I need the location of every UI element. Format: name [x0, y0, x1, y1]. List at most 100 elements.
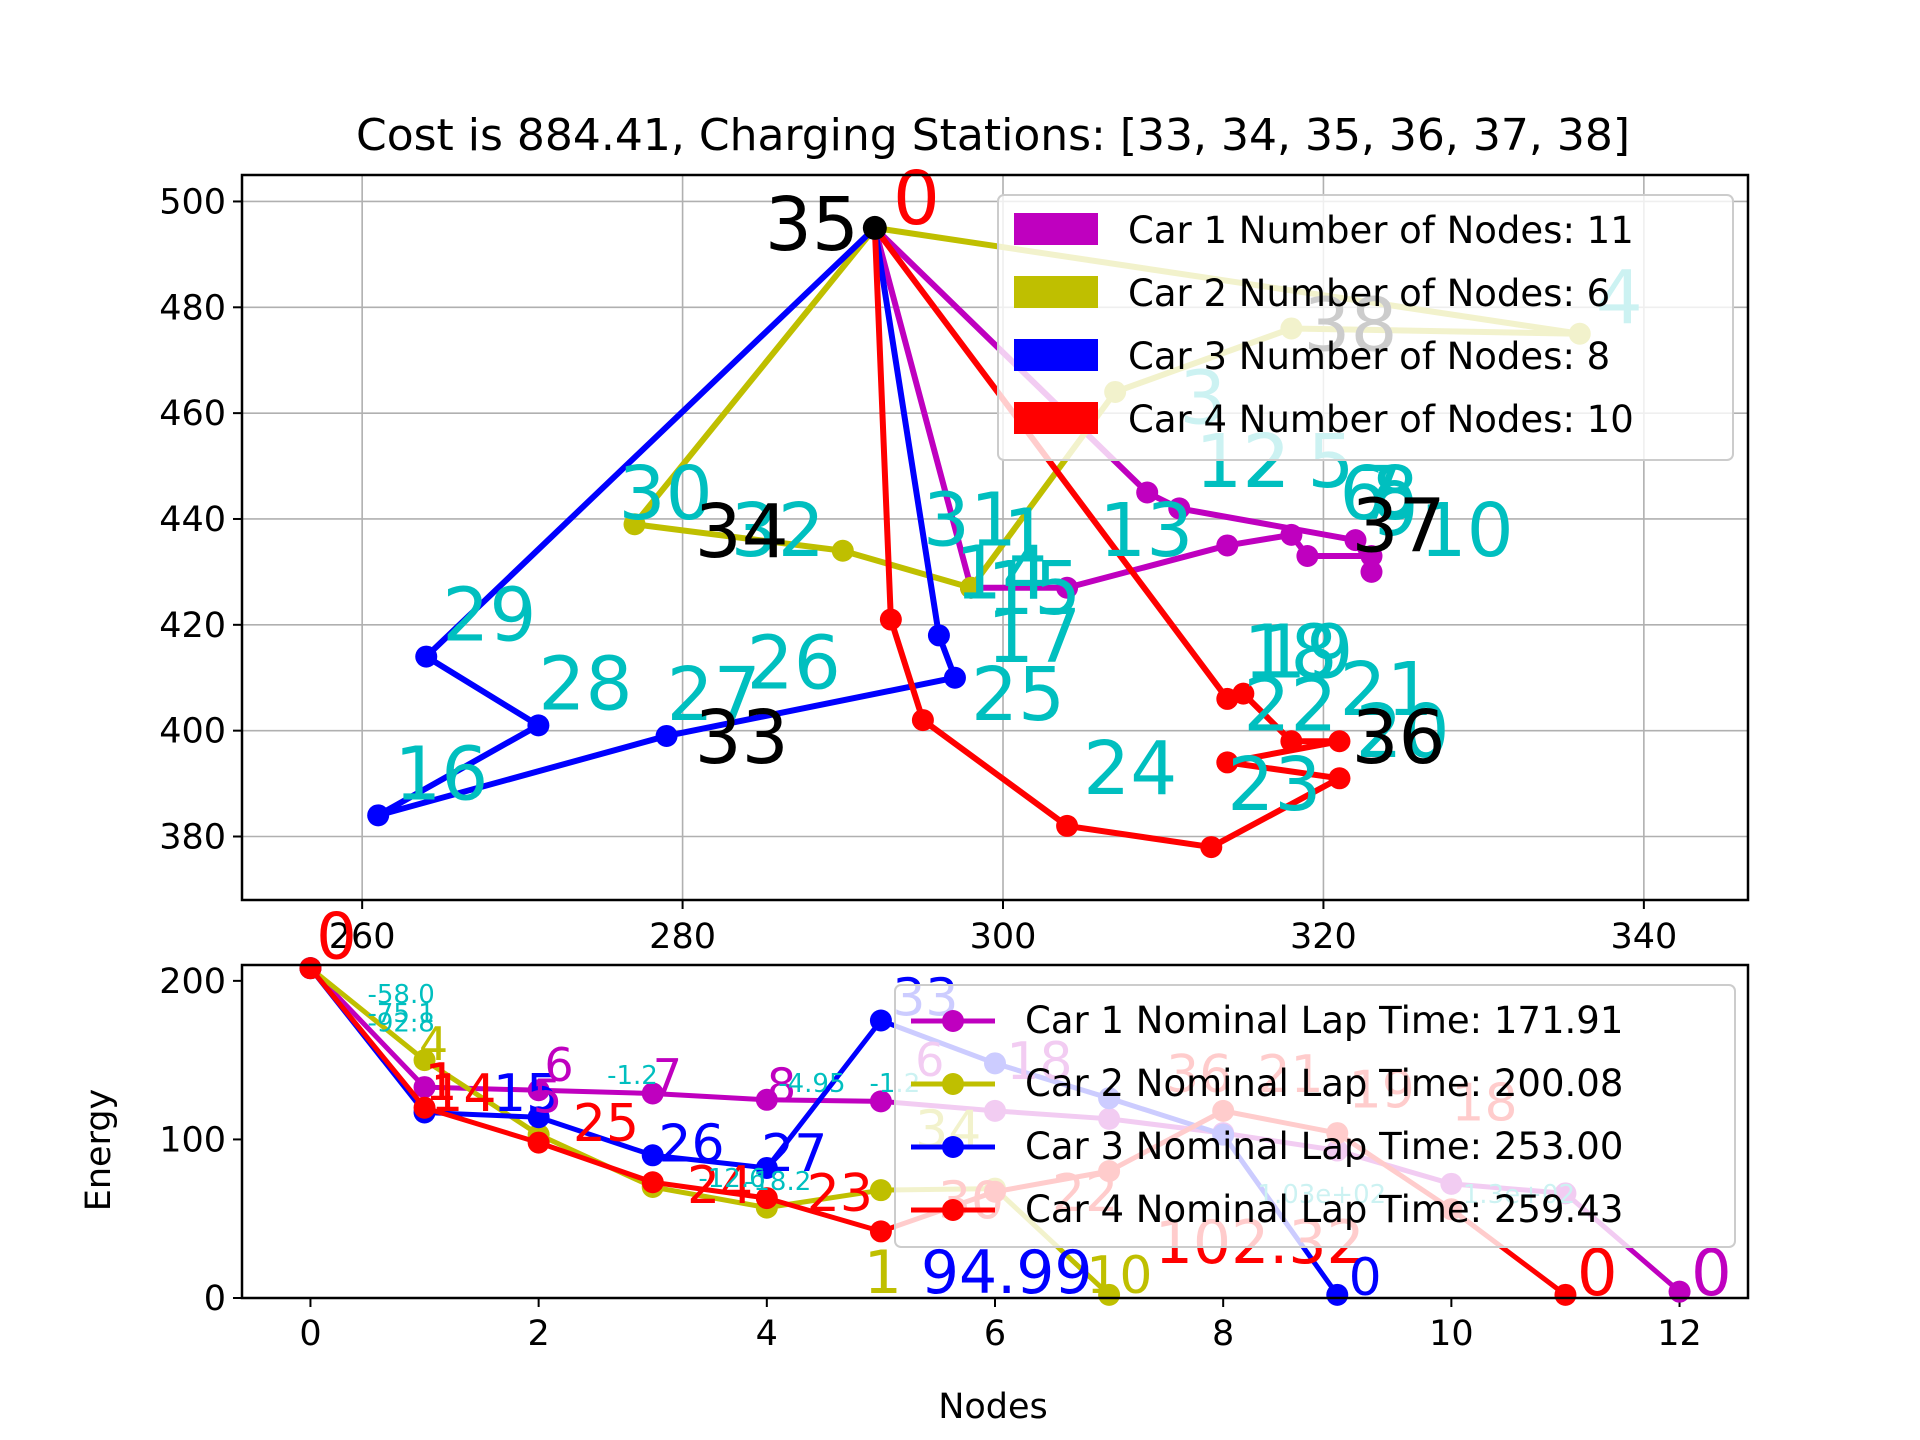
car-4-node-point	[911, 709, 934, 732]
energy-x-tick-label: 2	[527, 1314, 549, 1354]
car-4-energy-point	[527, 1131, 550, 1154]
car-3-node-point	[943, 666, 966, 689]
x-tick-label: 260	[329, 917, 396, 957]
car-4-node-point	[879, 608, 902, 631]
car-4-node-point	[1200, 836, 1223, 859]
car-1-energy-point	[869, 1090, 892, 1113]
legend-swatch	[1014, 402, 1098, 434]
energy-x-axis-label: Nodes	[938, 1387, 1048, 1427]
route-map-plot: 2602803003203403804004204404604805003122…	[159, 156, 1750, 957]
node-label: 22	[1243, 663, 1337, 749]
car-3-energy-point	[869, 1009, 892, 1032]
energy-annotation: 1	[425, 1053, 458, 1113]
car-1-node-point	[1056, 576, 1079, 599]
node-label: 1	[1003, 493, 1050, 579]
car-4-energy-point	[755, 1187, 778, 1210]
car-2-node-point	[623, 513, 646, 536]
energy-x-tick-label: 0	[299, 1314, 321, 1354]
energy-annotation: -12.6	[698, 1164, 765, 1194]
node-label: 19	[1259, 610, 1353, 696]
car-4-node-point	[1328, 767, 1351, 790]
energy-annotation: 15	[493, 1064, 559, 1124]
node-label: 31	[923, 477, 1017, 563]
y-tick-label: 380	[159, 817, 226, 857]
car-2-node-point	[831, 539, 854, 562]
car-1-energy-point	[755, 1088, 778, 1111]
x-tick-label: 340	[1610, 917, 1677, 957]
energy-annotation: -4.95	[778, 1069, 845, 1099]
energy-x-tick-label: 12	[1657, 1314, 1702, 1354]
car-1-node-point	[1344, 529, 1367, 552]
energy-x-tick-label: 10	[1429, 1314, 1474, 1354]
car-2-energy-point	[413, 1049, 436, 1072]
energy-annotation: 24	[687, 1156, 753, 1216]
node-label: 23	[1227, 742, 1321, 828]
x-tick-label: 300	[970, 917, 1037, 957]
x-tick-label: 320	[1290, 917, 1357, 957]
legend-entry-label: Car 4 Number of Nodes: 10	[1128, 398, 1634, 441]
car-4-node-point	[1216, 751, 1239, 774]
legend-entry-label: Car 2 Nominal Lap Time: 200.08	[1025, 1062, 1623, 1105]
node-label: 17	[987, 594, 1081, 680]
energy-annotation: 4	[419, 1017, 448, 1071]
legend-entry-label: Car 4 Nominal Lap Time: 259.43	[1025, 1188, 1623, 1231]
legend-entry-label: Car 1 Nominal Lap Time: 171.91	[1025, 999, 1623, 1042]
car-1-node-point	[1360, 545, 1383, 568]
car-1-energy-point	[641, 1082, 664, 1105]
node-label: 30	[619, 451, 713, 537]
energy-annotation: 0	[316, 901, 357, 975]
car-1-node-point	[1296, 545, 1319, 568]
node-label: 14	[955, 530, 1049, 616]
energy-annotation: 8	[767, 1058, 796, 1112]
energy-annotation: 14	[430, 1064, 496, 1124]
node-label: 20	[1355, 689, 1449, 775]
car-4-energy-point	[299, 957, 322, 980]
charging-station-label: 37	[1351, 484, 1445, 570]
node-label: 6	[1339, 451, 1386, 537]
y-tick-label: 400	[159, 712, 226, 752]
energy-annotation: -58.0	[368, 980, 435, 1010]
car-3-node-point	[927, 624, 950, 647]
legend-entry-label: Car 2 Number of Nodes: 6	[1128, 272, 1610, 315]
energy-plot-frame	[240, 963, 1750, 1300]
node-label: 9	[1372, 467, 1419, 553]
energy-plot: 0 2 4 6 8 10 1201002000-58.0-75.1-92.841141556…	[159, 901, 1750, 1354]
car-4-node-point	[1328, 730, 1351, 753]
energy-annotation: 26	[658, 1115, 724, 1175]
car-4-node-point	[1056, 814, 1079, 837]
node-label: 29	[442, 573, 536, 659]
car-4-energy-point	[413, 1096, 436, 1119]
legend-marker-swatch	[942, 1199, 964, 1221]
car-1-energy-point	[413, 1076, 436, 1099]
energy-annotation: 25	[573, 1094, 639, 1154]
energy-x-tick-label: 4	[756, 1314, 778, 1354]
charging-station-label: 34	[695, 489, 789, 575]
legend-swatch	[1014, 339, 1098, 371]
car-4-energy-point	[641, 1171, 664, 1194]
energy-annotation: 1	[864, 1238, 902, 1308]
energy-y-tick-label: 200	[159, 962, 226, 1002]
charging-station-label: 35	[765, 182, 859, 268]
car-3-node-point	[367, 804, 390, 827]
node-label: 13	[1099, 488, 1193, 574]
node-label: 25	[971, 652, 1065, 738]
energy-y-tick-label: 100	[159, 1120, 226, 1160]
node-label: 28	[538, 641, 632, 727]
energy-x-tick-label: 6	[984, 1314, 1006, 1354]
energy-annotation: 10	[1086, 1246, 1152, 1306]
car-4-energy-point	[869, 1220, 892, 1243]
energy-annotation: -18.2	[744, 1167, 811, 1197]
energy-x-tick-label: 8	[1212, 1314, 1234, 1354]
energy-annotation: -92.8	[368, 1009, 435, 1039]
car-1-node-point	[1136, 481, 1159, 504]
legend-marker-swatch	[942, 1136, 964, 1158]
node-label: 16	[394, 731, 488, 817]
legend-swatch	[1014, 213, 1098, 245]
car-4-node-point	[1280, 730, 1303, 753]
x-tick-label: 280	[649, 917, 716, 957]
node-label: 18	[1243, 610, 1337, 696]
y-tick-label: 420	[159, 606, 226, 646]
route-plot-frame	[240, 173, 1750, 902]
car-1-node-point	[1280, 523, 1303, 546]
legend-entry-label: Car 3 Number of Nodes: 8	[1128, 335, 1610, 378]
